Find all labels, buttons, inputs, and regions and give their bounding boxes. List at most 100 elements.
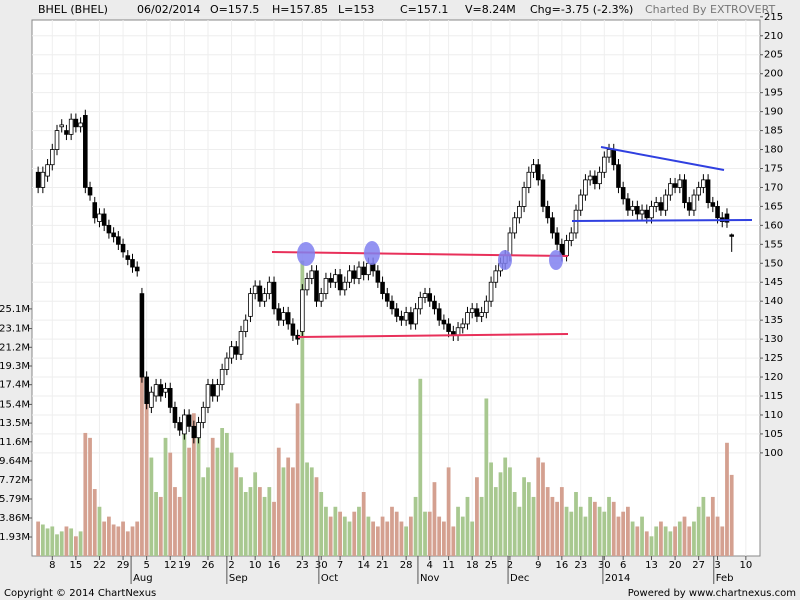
candle-body — [238, 331, 244, 355]
candle-body — [163, 388, 168, 393]
volume-bar — [102, 521, 107, 556]
resistance-line — [271, 251, 569, 257]
candle-body — [469, 308, 475, 313]
candle-body — [267, 281, 272, 295]
month-label: Feb — [716, 573, 734, 584]
candle-body — [234, 346, 239, 355]
y-tick-label: 115 — [764, 391, 783, 402]
candle-body — [167, 388, 173, 408]
x-tick-label: 20 — [669, 560, 682, 571]
volume-bar — [135, 521, 140, 556]
y2-tick-label: 21.2M — [0, 342, 30, 353]
candle-body — [611, 149, 617, 166]
volume-bar — [253, 472, 258, 556]
header-volume: V=8.24M — [465, 3, 516, 16]
x-tick-label: 30 — [598, 560, 611, 571]
y-tick-label: 130 — [764, 334, 783, 345]
volume-bar — [432, 482, 437, 556]
volume-bar — [338, 511, 342, 556]
candle-body — [177, 422, 182, 431]
x-tick-label: 25 — [485, 560, 498, 571]
candle-body — [229, 346, 234, 359]
x-tick-label: 28 — [400, 560, 413, 571]
volume-bar — [498, 472, 503, 556]
credit: Charted By EXTROVERT — [645, 3, 775, 16]
candle-body — [422, 293, 428, 298]
x-tick-label: 23 — [296, 560, 309, 571]
header-high: H=157.85 — [272, 3, 328, 16]
volume-bar — [286, 457, 291, 556]
volume-bar — [366, 516, 371, 556]
volume-bar — [583, 516, 588, 556]
candle-body — [639, 209, 645, 215]
volume-bar — [177, 496, 182, 556]
volume-bar — [234, 467, 239, 556]
candle-body — [484, 300, 489, 313]
y-tick-label: 185 — [764, 126, 783, 137]
volume-bar — [682, 516, 687, 556]
candle-body — [526, 171, 532, 188]
volume-bar — [385, 521, 390, 556]
volume-bar — [564, 506, 569, 556]
volume-bar — [69, 528, 74, 556]
volume-bar — [663, 526, 668, 556]
candle-body — [602, 156, 607, 173]
x-tick-label: 22 — [93, 560, 106, 571]
volume-bar — [182, 432, 187, 556]
candle-body — [550, 217, 555, 234]
y2-tick-label: 23.1M — [0, 324, 30, 335]
volume-bar — [484, 398, 489, 556]
x-tick-label: 16 — [268, 560, 281, 571]
candle-body — [710, 202, 716, 207]
candle-body — [535, 164, 541, 181]
volume-bar — [248, 487, 253, 556]
candle-body — [649, 206, 654, 219]
candle-body — [333, 274, 338, 283]
volume-bar — [701, 496, 706, 556]
volume-bar — [97, 506, 102, 556]
annotations — [271, 146, 753, 338]
y-tick-label: 175 — [764, 163, 783, 174]
volume-bar — [413, 496, 418, 556]
y2-tick-label: 25.1M — [0, 304, 30, 315]
candle-body — [101, 213, 107, 226]
month-label: 2014 — [605, 573, 630, 584]
candle-body — [134, 266, 140, 272]
candle-body — [139, 293, 145, 378]
volume-bar — [437, 516, 442, 556]
candle-body — [366, 262, 371, 276]
candle-body — [403, 312, 409, 321]
x-tick-label: 19 — [178, 560, 191, 571]
x-tick-label: 14 — [357, 560, 370, 571]
candle-body — [64, 130, 69, 135]
volume-bar — [305, 462, 309, 556]
volume-bar — [677, 521, 682, 556]
volume-bar — [399, 521, 404, 556]
x-tick-label: 23 — [574, 560, 587, 571]
candle-body — [144, 376, 149, 404]
volume-bar — [456, 506, 460, 556]
y2-tick-label: 9.64M — [0, 456, 30, 467]
x-tick-label: 15 — [70, 560, 83, 571]
candle-body — [564, 240, 569, 257]
candle-body — [158, 384, 164, 397]
candle-body — [262, 293, 267, 302]
volume-bar — [607, 496, 611, 556]
x-tick-label: 18 — [466, 560, 479, 571]
candle-body — [705, 179, 711, 204]
candle-body — [653, 202, 659, 207]
candle-body — [83, 115, 88, 188]
support-line — [297, 333, 569, 338]
x-tick-label: 6 — [620, 560, 626, 571]
candle-body — [512, 217, 517, 234]
volume-bar — [333, 506, 338, 556]
y-tick-label: 170 — [764, 182, 783, 193]
y2-tick-label: 15.4M — [0, 399, 30, 410]
volume-bar — [168, 452, 173, 556]
volume-bar — [508, 467, 512, 556]
volume-bar — [635, 526, 640, 556]
candle-body — [724, 213, 730, 223]
volume-bar — [83, 432, 88, 556]
x-tick-label: 2 — [228, 560, 234, 571]
y-tick-label: 205 — [764, 50, 783, 61]
